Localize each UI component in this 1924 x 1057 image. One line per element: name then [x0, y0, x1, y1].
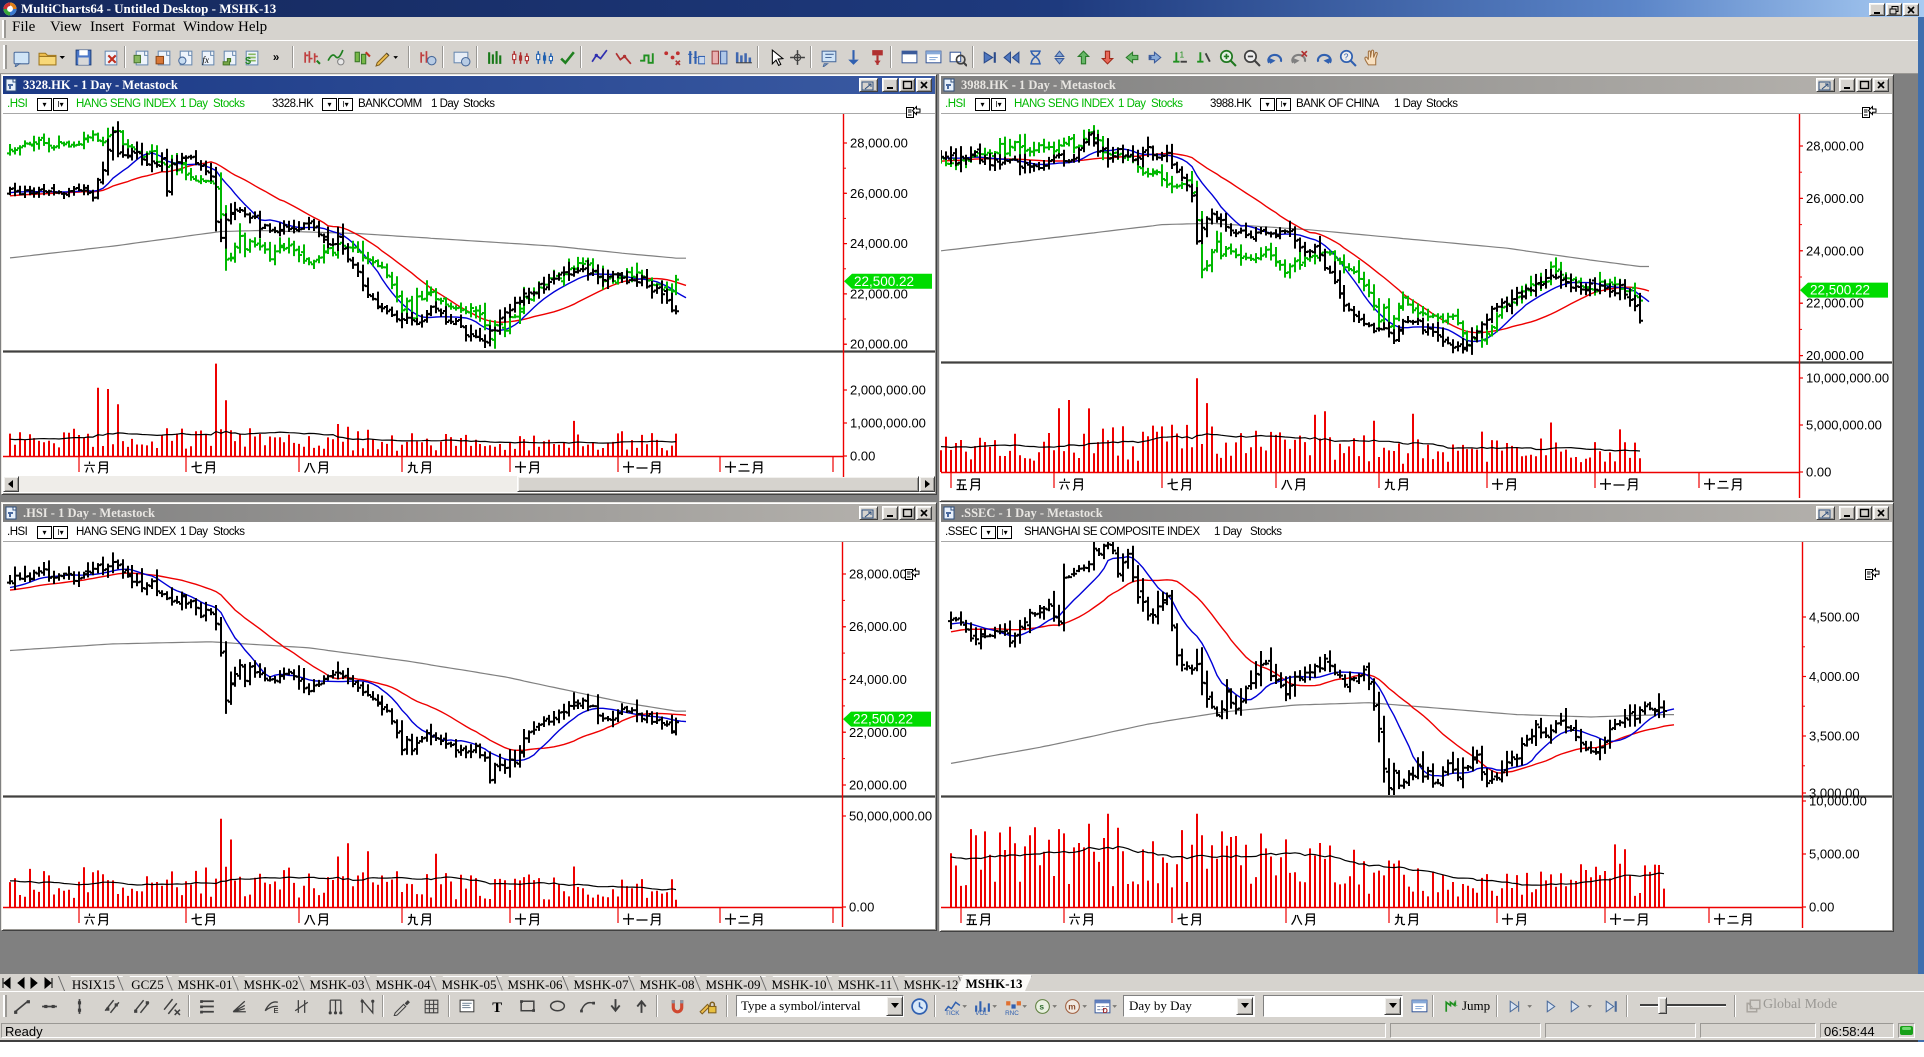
- svg-text:s: s: [1039, 1001, 1044, 1011]
- svg-text:E: E: [274, 1005, 279, 1014]
- svg-text:?: ?: [1344, 51, 1349, 61]
- svg-text:fx: fx: [202, 54, 210, 65]
- svg-text:m: m: [1068, 1001, 1076, 1011]
- svg-text:1: 1: [1454, 998, 1458, 1007]
- svg-text:RNC: RNC: [1005, 1009, 1019, 1015]
- svg-text:VOL: VOL: [975, 1009, 988, 1015]
- svg-text:1: 1: [1180, 49, 1185, 59]
- svg-text:D: D: [1103, 1005, 1109, 1014]
- svg-text:T: T: [492, 999, 502, 1015]
- svg-text:»: »: [273, 52, 279, 64]
- svg-text:$: $: [245, 54, 251, 66]
- svg-text:TICK: TICK: [945, 1009, 960, 1015]
